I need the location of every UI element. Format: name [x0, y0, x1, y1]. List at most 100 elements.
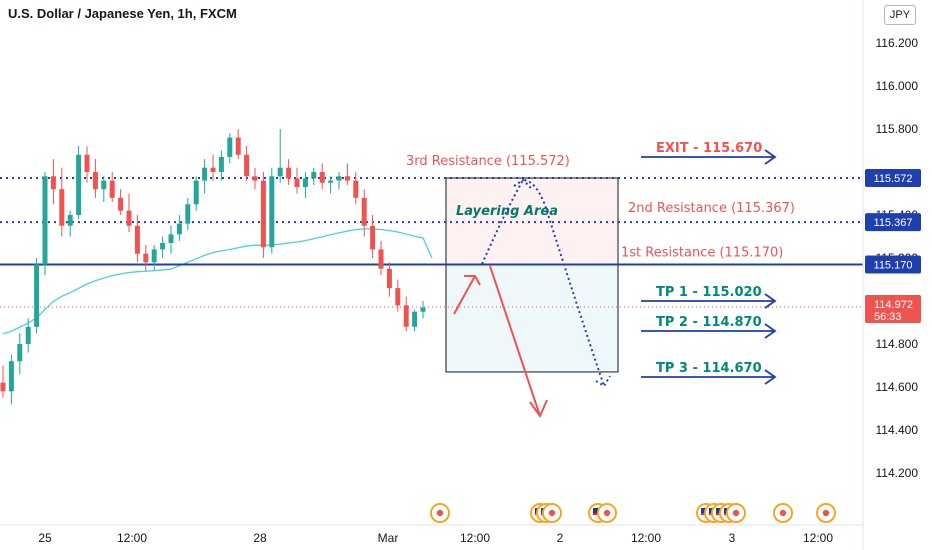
chart-title: U.S. Dollar / Japanese Yen, 1h, FXCM: [8, 6, 237, 21]
red-arrow-up: [453, 275, 476, 315]
candle-body: [76, 154, 82, 215]
candle: [395, 279, 401, 312]
candle-body: [403, 305, 409, 327]
candle-body: [176, 223, 182, 235]
price-badge: [865, 213, 921, 232]
candle-body: [353, 180, 359, 198]
blue-dotted-arrow-head-top: [513, 178, 532, 189]
candle: [59, 167, 65, 237]
price-badge-label: 115.170: [874, 259, 913, 271]
event-icon: [542, 503, 562, 523]
x-tick-label: 12:00: [460, 531, 490, 545]
y-tick-label: 116.000: [876, 79, 919, 93]
candle: [0, 365, 6, 398]
candle-body: [269, 176, 275, 248]
candle: [319, 163, 325, 190]
y-tick-label: 115.800: [876, 122, 919, 136]
candle: [336, 172, 342, 190]
x-tick-label: Mar: [378, 531, 399, 545]
candle-body: [386, 268, 392, 289]
candle: [17, 333, 23, 375]
candle: [176, 215, 182, 241]
target-arrow-head-3: [764, 323, 777, 339]
currency-button[interactable]: JPY: [884, 5, 916, 25]
candle-body: [126, 210, 132, 226]
candle-body: [193, 180, 199, 205]
x-tick-label: 12:00: [117, 531, 147, 545]
target-zone: [445, 263, 619, 373]
target-label-1: EXIT - 115.670: [656, 141, 762, 156]
candle: [260, 172, 266, 258]
candle-body: [336, 176, 342, 181]
level-label-1: 3rd Resistance (115.572): [406, 154, 570, 169]
candle-body: [252, 176, 258, 181]
y-tick-label: 116.200: [876, 36, 919, 50]
candle: [151, 245, 157, 271]
candle: [34, 258, 40, 334]
event-icon: [816, 503, 836, 523]
candle: [328, 176, 334, 194]
candle-body: [294, 178, 300, 188]
x-tick-label: 28: [253, 531, 267, 545]
y-tick-label: 114.600: [876, 380, 919, 394]
x-tick-label: 2: [557, 531, 564, 545]
candle: [218, 150, 224, 181]
candle: [168, 225, 174, 254]
event-icon: [773, 503, 793, 523]
candle: [193, 176, 199, 211]
candle-body: [412, 311, 418, 327]
event-icon: [726, 503, 746, 523]
candle-body: [0, 382, 6, 392]
candle-body: [370, 225, 376, 250]
candle-body: [34, 264, 40, 327]
candle: [286, 159, 292, 185]
candle: [361, 189, 367, 237]
current-price-badge: [865, 295, 921, 324]
target-label-3: TP 2 - 114.870: [656, 315, 762, 330]
target-label-2: TP 1 - 115.020: [656, 285, 762, 300]
event-icon: [597, 503, 617, 523]
candle-body: [319, 172, 325, 183]
candle: [185, 197, 191, 231]
candle-body: [361, 197, 367, 226]
candle-body: [260, 180, 266, 248]
candle: [25, 318, 31, 353]
candle-body: [8, 361, 14, 392]
candle: [420, 301, 426, 319]
candle: [84, 146, 90, 183]
candle: [269, 167, 275, 254]
candle: [386, 262, 392, 297]
candle-body: [210, 167, 216, 172]
candle-body: [244, 154, 250, 177]
candle: [403, 296, 409, 332]
candle-body: [17, 344, 23, 362]
price-badge: [865, 255, 921, 274]
candle-body: [25, 326, 31, 344]
candle: [353, 172, 359, 205]
candle-body: [311, 172, 317, 179]
candle-body: [227, 137, 233, 157]
price-badge-label: 115.572: [874, 173, 913, 185]
candle: [109, 172, 115, 203]
candle-body: [42, 176, 48, 265]
x-tick-label: 25: [38, 531, 52, 545]
candle-body: [92, 172, 98, 190]
candle-body: [160, 242, 166, 250]
candle: [67, 210, 73, 237]
y-tick-label: 114.200: [876, 466, 919, 480]
candle: [50, 159, 56, 205]
candle: [277, 129, 283, 183]
moving-average-line: [2, 228, 433, 335]
candle: [412, 309, 418, 332]
candle: [311, 167, 317, 185]
candle-body: [168, 234, 174, 243]
countdown-label: 56:33: [874, 311, 902, 323]
candle: [42, 172, 48, 276]
candle: [134, 215, 140, 263]
candle: [294, 167, 300, 194]
price-badge-label: 115.367: [874, 217, 913, 229]
candle-body: [84, 154, 90, 172]
candle: [8, 354, 14, 405]
candle: [101, 176, 107, 203]
